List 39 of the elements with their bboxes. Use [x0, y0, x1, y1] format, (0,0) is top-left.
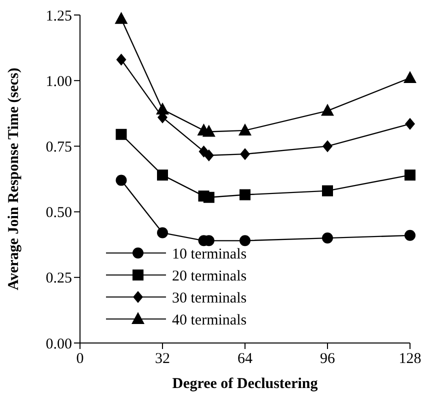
point: [404, 170, 416, 181]
y-tick-label: 0.75: [46, 139, 72, 156]
y-tick-label: 0.00: [46, 336, 72, 352]
point: [116, 174, 127, 186]
point: [116, 128, 127, 140]
y-tick-label: 1.00: [46, 74, 72, 90]
point: [203, 192, 214, 203]
legend-label: 20 terminals: [172, 268, 247, 284]
y-tick-label: 1.25: [46, 8, 72, 24]
x-tick-label: 0: [76, 351, 84, 367]
point: [238, 123, 252, 136]
x-tick-label: 64: [238, 351, 253, 367]
point: [405, 118, 415, 130]
y-axis-title: Average Join Response Time (secs): [6, 68, 22, 290]
x-axis-title: Degree of Declustering: [172, 376, 318, 392]
y-tick-label: 0.50: [46, 205, 72, 222]
point: [114, 12, 128, 24]
point: [322, 140, 332, 152]
point: [322, 185, 333, 196]
point: [404, 70, 416, 83]
legend-label: 10 terminals: [172, 246, 247, 262]
point: [116, 54, 126, 66]
legend-label: 40 terminals: [172, 312, 247, 328]
x-tick-label: 32: [155, 351, 170, 367]
point: [322, 232, 333, 244]
x-tick-label: 96: [320, 351, 336, 367]
point: [156, 102, 169, 114]
point: [157, 170, 168, 181]
point: [202, 124, 216, 137]
point: [321, 104, 334, 116]
x-tick-label: 128: [398, 351, 422, 367]
point: [240, 235, 250, 246]
y-tick-label: 0.25: [46, 270, 72, 287]
point: [240, 189, 250, 200]
point: [404, 230, 416, 241]
legend-label: 30 terminals: [172, 290, 247, 306]
point: [240, 148, 250, 160]
point: [157, 227, 168, 238]
point: [204, 149, 214, 162]
